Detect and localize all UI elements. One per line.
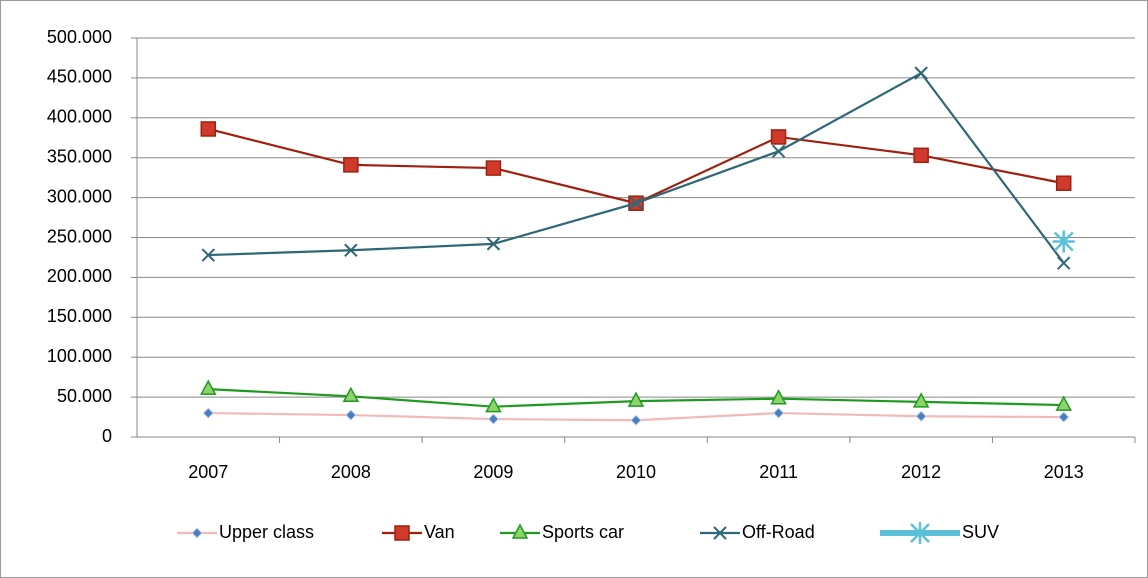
data-point xyxy=(344,243,358,257)
data-point xyxy=(912,392,930,408)
data-point xyxy=(914,66,928,80)
y-tick-label: 50.000 xyxy=(57,386,112,406)
x-tick-label: 2012 xyxy=(901,462,941,482)
legend-marker xyxy=(713,526,727,540)
legend-label: Off-Road xyxy=(742,522,815,542)
data-point xyxy=(770,389,787,405)
y-tick-label: 0 xyxy=(102,426,112,446)
y-tick-label: 150.000 xyxy=(47,306,112,326)
data-point xyxy=(343,157,359,173)
x-tick-label: 2007 xyxy=(188,462,228,482)
data-point xyxy=(345,409,357,421)
y-tick-label: 350.000 xyxy=(47,146,112,166)
data-point xyxy=(627,391,645,407)
data-point xyxy=(1055,175,1072,191)
data-point xyxy=(1058,411,1070,423)
x-tick-label: 2009 xyxy=(473,462,513,482)
legend-marker xyxy=(909,522,931,544)
data-point xyxy=(1055,395,1072,411)
x-tick-label: 2013 xyxy=(1044,462,1084,482)
data-point xyxy=(1057,256,1071,270)
data-point xyxy=(202,407,214,419)
data-point xyxy=(913,147,929,164)
data-point xyxy=(201,248,215,262)
y-tick-label: 200.000 xyxy=(47,266,112,286)
data-point xyxy=(629,196,643,210)
data-point xyxy=(486,237,501,251)
data-point xyxy=(1052,230,1075,253)
y-tick-label: 250.000 xyxy=(47,226,112,246)
legend-label: SUV xyxy=(962,522,999,542)
y-tick-label: 300.000 xyxy=(47,186,112,206)
x-tick-label: 2011 xyxy=(759,462,798,482)
y-tick-label: 400.000 xyxy=(47,107,112,127)
data-point xyxy=(485,160,502,176)
data-point xyxy=(342,386,360,403)
legend-marker xyxy=(191,527,203,539)
data-point xyxy=(915,410,927,422)
data-point xyxy=(485,397,502,413)
legend-label: Van xyxy=(424,522,455,542)
legend-label: Upper class xyxy=(219,522,314,542)
legend-marker xyxy=(394,525,410,541)
data-point xyxy=(487,413,500,425)
data-point xyxy=(630,414,642,426)
x-tick-label: 2008 xyxy=(331,462,371,482)
data-point xyxy=(200,121,217,137)
data-point xyxy=(770,129,787,145)
data-point xyxy=(771,144,786,159)
data-point xyxy=(200,379,217,395)
y-tick-label: 450.000 xyxy=(47,67,112,87)
legend-label: Sports car xyxy=(542,522,624,542)
data-point xyxy=(772,407,785,419)
x-tick-label: 2010 xyxy=(616,462,656,482)
y-tick-label: 500.000 xyxy=(47,27,112,47)
legend-marker xyxy=(511,523,529,539)
y-tick-label: 100.000 xyxy=(47,346,112,366)
